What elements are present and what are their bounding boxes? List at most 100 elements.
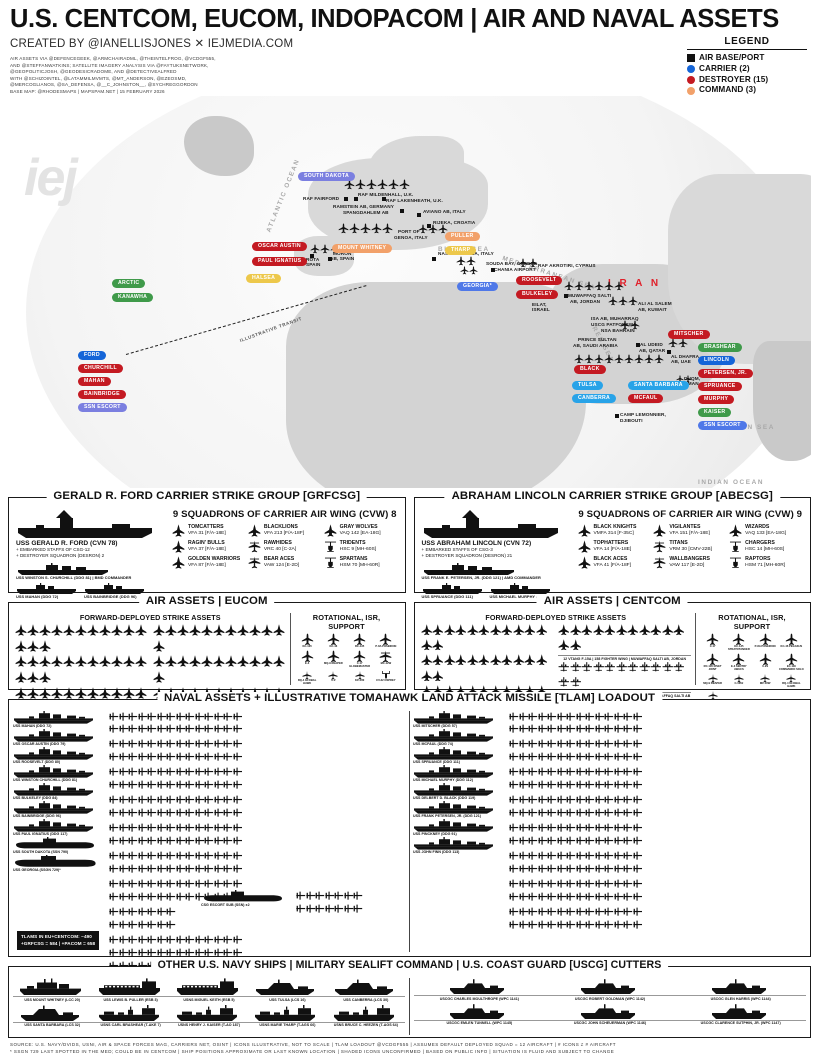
aircraft-cluster-1 — [338, 222, 393, 238]
map-pill-brashear[interactable]: BRASHEAR — [698, 343, 742, 353]
squadron-designation: VFA 87 [F/A-18E] — [188, 562, 226, 568]
aircraft-icon-row — [15, 624, 148, 655]
tlam-block-7 — [509, 907, 806, 933]
squadron-designation: VFA 213 [F/A-18F] — [263, 530, 305, 536]
eucom-fwd-title: FORWARD-DEPLOYED STRIKE ASSETS — [79, 613, 221, 622]
other-ship-label: USCGC CLARENCE SUTPHIN, JR. (WPC 1147) — [675, 1019, 807, 1025]
legend-item-1[interactable]: CARRIER (2) — [687, 64, 807, 75]
osprey-aircraft-icon — [373, 670, 398, 680]
map-pill-halsea[interactable]: HALSEA — [246, 274, 282, 284]
legend-item-2[interactable]: DESTROYER (15) — [687, 75, 807, 86]
map-pill-mitscher[interactable]: MITSCHER — [668, 330, 710, 340]
map-pill-roosevelt[interactable]: ROOSEVELT — [516, 276, 563, 286]
eucom-forward-deployed: FORWARD-DEPLOYED STRIKE ASSETS 54 F-35A … — [15, 613, 291, 756]
lcs-ship-icon — [327, 978, 405, 996]
map-pill-ssn-escort[interactable]: SSN ESCORT — [698, 421, 747, 431]
abecsg-escort-0: USS FRANK E. PETERSEN, JR. (DDG 121) | A… — [422, 562, 574, 580]
squadron-designation: VAQ 142 [EA-18G] — [339, 530, 381, 536]
legend-item-label: DESTROYER (15) — [699, 74, 769, 84]
legend-item-label: CARRIER (2) — [699, 63, 750, 73]
map-pill-black[interactable]: BLACK — [574, 365, 606, 375]
tlam-block-4 — [509, 823, 806, 849]
tlam-icon-row — [109, 907, 406, 920]
map-pill-oscar-austin[interactable]: OSCAR AUSTIN — [252, 242, 307, 252]
other-ship-entry-4: USNS BRUCE C. HEEZEN (T-AGS 64) — [326, 1004, 406, 1027]
map-pill-mount-whitney[interactable]: MOUNT WHITNEY — [332, 244, 393, 254]
map-pill-mcfaul[interactable]: MCFAUL — [628, 394, 664, 404]
tlam-icon-row — [109, 808, 406, 821]
tlam-block-7 — [109, 907, 406, 933]
tlam-icon-row — [296, 890, 363, 903]
map-base-label-28: AL UDEID — [640, 342, 663, 347]
panel-title-other-ships: OTHER U.S. NAVY SHIPS | MILITARY SEALIFT… — [150, 959, 669, 971]
map-pill-paul-ignatius[interactable]: PAUL IGNATIUS — [252, 257, 308, 267]
grfcsg-escort-2-label: USS BAINBRIDGE (DDG 96) — [84, 593, 137, 599]
naval-ship-label: USS MITSCHER (DDG 57) — [413, 724, 457, 728]
naval-ship-label: USS FRANK PETERSEN, JR. (DDG 121) — [413, 814, 481, 818]
map-pill-santa-barbara[interactable]: SANTA BARBARA — [628, 381, 689, 391]
map-pill-puller[interactable]: PULLER — [445, 232, 480, 242]
legend-item-0[interactable]: AIR BASE/PORT — [687, 53, 807, 64]
aircraft-cluster-6 — [518, 256, 538, 272]
legend-item-3[interactable]: COMMAND (3) — [687, 85, 807, 96]
rotational-asset-1: KC-135 STRATOTANKER — [726, 633, 751, 652]
abecsg-escort-1-label: USS SPRUANCE (DDG 111) — [421, 593, 473, 599]
other-ship-label: USCGC ROBERT GOLDMAN (WPC 1142) — [544, 995, 676, 1001]
map-pill-spruance[interactable]: SPRUANCE — [698, 382, 742, 392]
eucom-rotational: ROTATIONAL, ISR, SUPPORT KC-135 KC-46 RC-1… — [291, 613, 399, 685]
tlam-block-5 — [109, 851, 406, 877]
map-pill-ford[interactable]: FORD — [78, 351, 106, 361]
rotational-asset-caption: RQ-4 GLOBAL HAWK — [782, 681, 801, 688]
squadron-designation: VFA 37 [F/A-18E] — [188, 546, 226, 552]
map-pill-canberra[interactable]: CANBERRA — [572, 394, 617, 404]
heli-aircraft-icon — [324, 540, 337, 553]
tlam-icon-row — [296, 903, 363, 916]
map-pill-mahan[interactable]: MAHAN — [78, 377, 111, 387]
abecsg-escort-2-label: USS MICHAEL MURPHY (DDG 112) — [489, 593, 556, 599]
squadron-entry-4: RAWHIDES VRC 40 [C-2A] — [248, 540, 322, 553]
panel-title-grfcsg: GERALD R. FORD CARRIER STRIKE GROUP [GRF… — [46, 490, 368, 502]
map-pill-ssn-escort[interactable]: SSN ESCORT — [78, 403, 127, 413]
rotational-asset-6: U-2S — [753, 653, 778, 672]
map-pill-south-dakota[interactable]: SOUTH DAKOTA — [298, 172, 356, 182]
lcs-ship-icon — [13, 1004, 91, 1022]
centcom-fwd-title: FORWARD-DEPLOYED STRIKE ASSETS — [485, 613, 627, 622]
map-pill-bulkeley[interactable]: BULKELEY — [516, 290, 559, 300]
map-base-label-2: RAF FAIRFORD — [303, 196, 340, 201]
map-pill-tulsa[interactable]: TULSA — [572, 381, 603, 391]
cutter-ship-icon — [545, 1003, 676, 1020]
squadron-entry-0: TOMCATTERS VFA 31 [F/A-18E] — [172, 524, 246, 537]
tlam-icon-row — [109, 711, 406, 724]
ddg-ship-icon — [413, 783, 505, 796]
other-ship-label: USS CANBERRA (LCS 30) — [326, 996, 406, 1002]
rotational-asset-2: RC-135 — [347, 633, 372, 649]
other-ship-entry-1: USS LEWIS B. PULLER (ESB 3) — [91, 978, 170, 1002]
map-pill-georgia-[interactable]: GEORGIA* — [457, 282, 498, 292]
map-pill-petersen-jr-[interactable]: PETERSEN, JR. — [698, 369, 753, 379]
map-pill-kaiser[interactable]: KAISER — [698, 408, 732, 418]
tlam-icon-row — [109, 752, 406, 765]
squadron-entry-6: GOLDEN WARRIORS VFA 87 [F/A-18E] — [172, 556, 246, 569]
ddg-ship-icon — [13, 819, 105, 832]
ddg-ship-icon — [13, 729, 105, 742]
map-pill-lincoln[interactable]: LINCOLN — [698, 356, 736, 366]
other-ship-label: USNS MARIE THARP (T-AGS 66) — [248, 1021, 327, 1027]
aircraft-icon-row — [421, 624, 554, 654]
map-pill-tharp[interactable]: THARP — [445, 246, 477, 256]
tanker-aircraft-icon — [321, 633, 346, 646]
rotational-asset-10: MC-12W — [753, 673, 778, 689]
map-pill-kanawha[interactable]: KANAWHA — [112, 293, 154, 303]
small-aircraft-icon — [779, 673, 804, 683]
map-pill-churchill[interactable]: CHURCHILL — [78, 364, 123, 374]
tlam-icon-row — [509, 879, 806, 892]
footer-line-1: * SSGN 729 LAST SPOTTED IN THE MED; COUL… — [10, 1048, 615, 1054]
centcom-rot-title: ROTATIONAL, ISR, SUPPORT — [718, 613, 786, 631]
naval-ship-label: USS MCFAUL (DDG 74) — [413, 742, 454, 746]
map-pill-bainbridge[interactable]: BAINBRIDGE — [78, 390, 126, 400]
other-ship-label: USCGC EMLEN TUNNELL (WPC 1145) — [414, 1019, 545, 1025]
map-pill-murphy[interactable]: MURPHY — [698, 395, 735, 405]
map-base-label-13: AB, SPAIN — [330, 256, 355, 261]
map-pill-arctic[interactable]: ARCTIC — [112, 279, 146, 289]
tlam-icon-row — [509, 795, 806, 808]
map-base-label-7: PORT OF — [398, 229, 420, 234]
